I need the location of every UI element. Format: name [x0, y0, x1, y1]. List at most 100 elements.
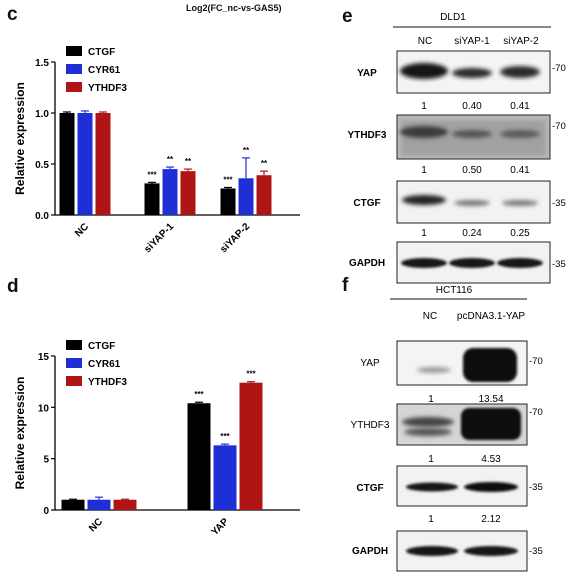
lane-label: siYAP-1 — [454, 36, 490, 47]
mw-marker: -35 — [552, 259, 566, 270]
band-quant: 1 — [428, 454, 434, 465]
bar-ctgf — [187, 403, 211, 510]
bar-ythdf3 — [256, 175, 272, 215]
blot-band — [406, 482, 458, 492]
blot-band — [454, 200, 490, 206]
western-blot-e: DLD1 NC siYAP-1 siYAP-2 YAP -70 1 0.40 0… — [348, 12, 566, 284]
mw-marker: -70 — [552, 121, 566, 132]
y-tick-label: 0.5 — [35, 160, 49, 171]
band-quant: 1 — [428, 514, 434, 525]
significance-mark: *** — [223, 175, 233, 184]
x-tick-label: YAP — [209, 516, 231, 538]
band-quant: 1 — [428, 394, 434, 405]
lane-label: NC — [423, 311, 437, 322]
legend-swatch — [66, 358, 82, 368]
bar-cyr61 — [213, 445, 237, 510]
mw-marker: -70 — [552, 63, 566, 74]
legend-label: CTGF — [88, 341, 115, 352]
y-tick-label: 10 — [38, 403, 50, 414]
legend-label: YTHDF3 — [88, 83, 127, 94]
bar-ythdf3 — [95, 113, 111, 215]
blot-row-label: CTGF — [356, 483, 383, 494]
band-quant: 13.54 — [478, 394, 503, 405]
legend-label: CYR61 — [88, 65, 121, 76]
band-quant: 0.50 — [462, 165, 482, 176]
blot-row-label: GAPDH — [349, 258, 385, 269]
legend-swatch — [66, 46, 82, 56]
bar-ythdf3 — [113, 499, 137, 510]
blot-band — [464, 482, 518, 492]
significance-mark: ** — [185, 157, 192, 166]
band-quant: 1 — [421, 101, 427, 112]
legend-label: YTHDF3 — [88, 377, 127, 388]
blot-background — [401, 120, 546, 156]
significance-mark: *** — [147, 170, 157, 179]
band-quant: 1 — [421, 165, 427, 176]
blot-band — [497, 258, 543, 268]
bar-cyr61 — [238, 178, 254, 215]
blot-band — [404, 428, 452, 436]
lane-label: NC — [418, 36, 432, 47]
y-axis-label: Relative expression — [13, 82, 27, 195]
blot-band — [502, 200, 538, 206]
bar-ctgf — [61, 499, 85, 510]
legend-label: CYR61 — [88, 359, 121, 370]
mw-marker: -35 — [552, 198, 566, 209]
blot-band — [406, 546, 458, 556]
y-tick-label: 0 — [43, 506, 49, 517]
blot-band — [402, 195, 446, 205]
x-tick-label: NC — [73, 221, 91, 239]
significance-mark: ** — [243, 146, 250, 155]
significance-mark: *** — [220, 432, 230, 441]
x-tick-label: siYAP-2 — [218, 221, 252, 255]
mw-marker: -35 — [529, 482, 543, 493]
bar-cyr61 — [77, 113, 93, 215]
lane-label: siYAP-2 — [503, 36, 539, 47]
blot-row-label: YAP — [357, 68, 377, 79]
legend-label: CTGF — [88, 47, 115, 58]
bar-cyr61 — [162, 169, 178, 215]
mw-marker: -35 — [529, 546, 543, 557]
blot-band — [452, 130, 492, 138]
blot-band — [402, 417, 454, 427]
bar-chart-d: 0 5 10 15 Relative expression NC *** *** *** YAP C… — [13, 340, 300, 538]
cell-line-label: HCT116 — [436, 285, 473, 296]
y-tick-label: 5 — [43, 455, 49, 466]
blot-band — [463, 348, 517, 382]
panel-letter-f: f — [342, 275, 349, 296]
bar-ctgf — [59, 113, 75, 215]
blot-band — [464, 546, 518, 556]
band-quant: 4.53 — [481, 454, 501, 465]
blot-band — [500, 130, 540, 138]
panel-letter-c: c — [7, 4, 18, 25]
x-tick-label: siYAP-1 — [142, 221, 176, 255]
legend-swatch — [66, 340, 82, 350]
y-tick-label: 1.0 — [35, 109, 49, 120]
x-tick-label: NC — [87, 516, 105, 534]
mw-marker: -70 — [529, 356, 543, 367]
band-quant: 0.24 — [462, 228, 482, 239]
band-quant: 0.25 — [510, 228, 530, 239]
legend-swatch — [66, 376, 82, 386]
blot-band — [400, 126, 448, 138]
blot-row-label: YTHDF3 — [351, 420, 390, 431]
panel-letter-d: d — [7, 276, 19, 297]
y-tick-label: 1.5 — [35, 58, 49, 69]
blot-band — [461, 408, 521, 440]
significance-mark: ** — [167, 155, 174, 164]
bar-ctgf — [220, 188, 236, 215]
bar-ythdf3 — [180, 171, 196, 215]
figure-caption: Log2(FC_nc-vs-GAS5) — [186, 3, 282, 13]
blot-row-label: CTGF — [353, 198, 380, 209]
blot-band — [449, 258, 495, 268]
legend-swatch — [66, 64, 82, 74]
y-tick-label: 15 — [38, 352, 50, 363]
blot-band — [400, 63, 448, 79]
blot-row-label: GAPDH — [352, 546, 388, 557]
legend-swatch — [66, 82, 82, 92]
cell-line-label: DLD1 — [440, 12, 466, 23]
western-blot-f: HCT116 NC pcDNA3.1-YAP YAP -70 1 13.54 Y… — [351, 285, 543, 572]
significance-mark: ** — [261, 159, 268, 168]
blot-row-label: YAP — [360, 358, 380, 369]
